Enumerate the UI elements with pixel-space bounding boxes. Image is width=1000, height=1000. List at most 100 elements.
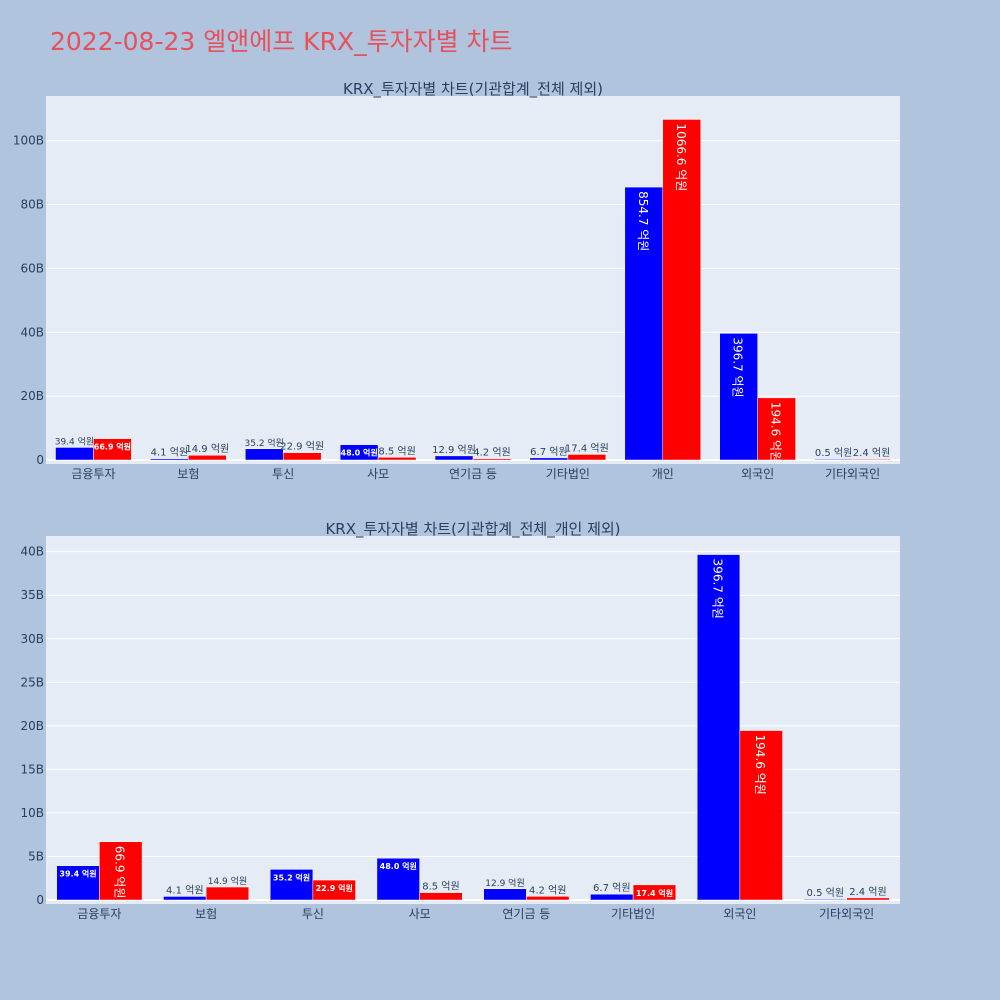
buy-bar [376,857,420,901]
x-tick-label: 투신 [302,907,324,921]
x-tick-label: 금융투자 [77,907,121,921]
x-tick-label: 기타외국인 [819,907,874,921]
buy-bar [55,447,94,461]
bar-value-label: 39.4 억원 [55,435,94,447]
x-tick-label: 연기금 등 [449,467,497,481]
bar-value-label: 66.9 억원 [113,846,127,899]
buy-bar [529,457,569,461]
bar-value-label: 12.9 억원 [485,877,524,889]
bar-value-label: 14.9 억원 [185,443,229,455]
bar-value-label: 4.2 억원 [529,884,566,896]
bar-value-label: 396.7 억원 [711,559,725,619]
bar-value-label: 22.9 억원 [316,883,353,893]
x-tick-label: 사모 [367,467,389,481]
sell-bar [662,119,701,461]
bar-value-label: 6.7 억원 [530,446,567,458]
sell-bar [852,458,891,461]
sell-bar [632,884,677,901]
y-tick-label: 35B [20,588,44,602]
x-tick-label: 투신 [272,467,294,481]
bar-value-label: 0.5 억원 [807,887,844,899]
sell-bar [526,896,570,901]
buy-bar [803,898,847,901]
y-tick-label: 40B [20,545,44,559]
buy-bar [56,865,100,901]
y-tick-label: 0 [36,453,44,467]
y-tick-label: 25B [20,675,44,689]
sell-bar [757,397,796,461]
bar-value-label: 4.1 억원 [166,884,203,896]
buy-bar [245,448,284,461]
y-tick-label: 30B [20,632,44,646]
x-tick-label: 기타법인 [611,907,655,921]
bar-value-label: 17.4 억원 [636,888,673,898]
bar-value-label: 194.6 억원 [753,735,767,795]
x-tick-label: 보험 [177,467,199,481]
buy-bar [434,455,474,461]
sell-bar [99,841,143,901]
chart-title: KRX_투자자별 차트(기관합계_전체_개인 제외) [325,520,620,539]
bar-value-label: 854.7 억원 [636,191,650,251]
buy-bar [269,869,314,901]
sell-bar [739,730,783,901]
bar-value-label: 12.9 억원 [432,444,476,456]
buy-bar [150,458,189,461]
y-tick-label: 10B [20,806,44,820]
bar-value-label: 8.5 억원 [378,445,415,457]
x-tick-label: 개인 [652,467,674,481]
bar-value-label: 0.5 억원 [815,447,852,459]
page-title: 2022-08-23 엘앤에프 KRX_투자자별 차트 [50,27,513,56]
bar-value-label: 4.1 억원 [151,447,188,459]
sell-bar [205,886,250,901]
bar-value-label: 8.5 억원 [422,881,459,893]
chart-2: 0 5B 10B 15B 20B 25B 30B 35B 40B KRX_투자자별 차트(기관합계… [20,520,900,921]
chart-1: 0 20B 40B 60B 80B 100B KRX_투자자별 차트(기관합계_전체 제외)… [13,80,900,481]
sell-bar [282,452,322,461]
bar-value-label: 396.7 억원 [731,337,745,397]
bar-value-label: 22.9 억원 [280,441,324,453]
buy-bar [590,893,634,901]
y-tick-label: 5B [28,849,44,863]
bar-value-label: 14.9 억원 [208,875,247,887]
bar-value-label: 4.2 억원 [473,447,510,459]
bar-value-label: 6.7 억원 [593,882,630,894]
y-tick-label: 40B [20,325,44,339]
sell-bar [419,892,463,901]
bar-value-label: 35.2 억원 [245,437,284,449]
y-tick-label: 20B [20,389,44,403]
sell-bar [312,879,356,901]
bar-value-label: 66.9 억원 [94,442,131,452]
x-tick-label: 외국인 [723,907,756,921]
buy-bar [163,896,207,901]
y-tick-label: 100B [13,134,44,148]
x-tick-label: 금융투자 [71,467,115,481]
bar-value-label: 48.0 억원 [341,448,378,458]
bar-value-label: 39.4 억원 [59,869,96,879]
y-tick-label: 20B [20,719,44,733]
sell-bar [188,454,227,461]
x-tick-label: 기타외국인 [825,467,880,481]
buy-bar [624,186,664,461]
x-tick-label: 외국인 [741,467,774,481]
x-tick-label: 연기금 등 [502,907,550,921]
y-tick-label: 15B [20,762,44,776]
buy-bar [814,458,853,461]
sell-bar [567,454,607,461]
buy-bar [696,554,741,901]
bar-value-label: 17.4 억원 [565,442,609,454]
bar-value-label: 194.6 억원 [769,402,783,462]
bar-value-label: 1066.6 억원 [674,123,688,191]
x-tick-label: 기타법인 [546,467,590,481]
y-tick-label: 0 [36,893,44,907]
bar-value-label: 35.2 억원 [273,872,310,882]
chart-title: KRX_투자자별 차트(기관합계_전체 제외) [343,80,603,99]
x-tick-label: 보험 [195,907,217,921]
buy-bar [719,333,758,461]
x-tick-label: 사모 [409,907,431,921]
y-tick-label: 60B [20,261,44,275]
bar-value-label: 2.4 억원 [853,447,890,459]
sell-bar [377,457,417,461]
sell-bar [93,438,132,461]
y-tick-label: 80B [20,198,44,212]
